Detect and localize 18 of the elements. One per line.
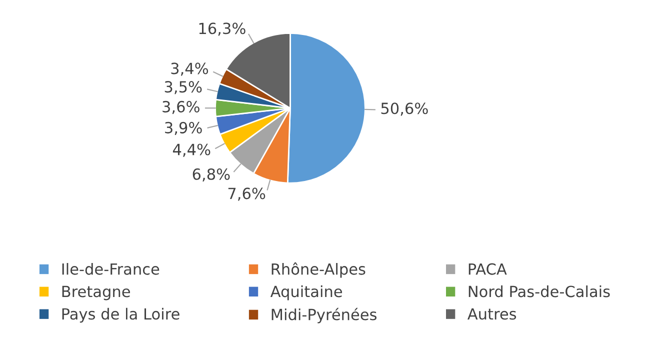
data-label: 4,4% [172, 144, 210, 157]
legend-label: Midi-Pyrénées [272, 308, 376, 324]
data-label: 3,4% [171, 62, 208, 76]
legend-label: Autres [468, 308, 516, 320]
legend-label: Bretagne [62, 286, 130, 300]
legend-label: Ile-de-France [62, 263, 160, 275]
data-label: 3,6% [162, 100, 200, 114]
data-label: 7,6% [228, 188, 266, 201]
data-label: 3,9% [165, 122, 202, 136]
data-label: 6,8% [192, 168, 230, 182]
legend-label: Rhône-Alpes [272, 262, 366, 278]
legend-label: PACA [468, 263, 507, 275]
legend-label: Aquitaine [270, 285, 342, 300]
legend-label: Nord Pas-de-Calais [468, 285, 610, 298]
data-label: 3,5% [164, 81, 202, 94]
legend-label: Pays de la Loire [62, 308, 180, 323]
data-label: 50,6% [381, 102, 428, 116]
data-label: 16,3% [199, 22, 246, 36]
